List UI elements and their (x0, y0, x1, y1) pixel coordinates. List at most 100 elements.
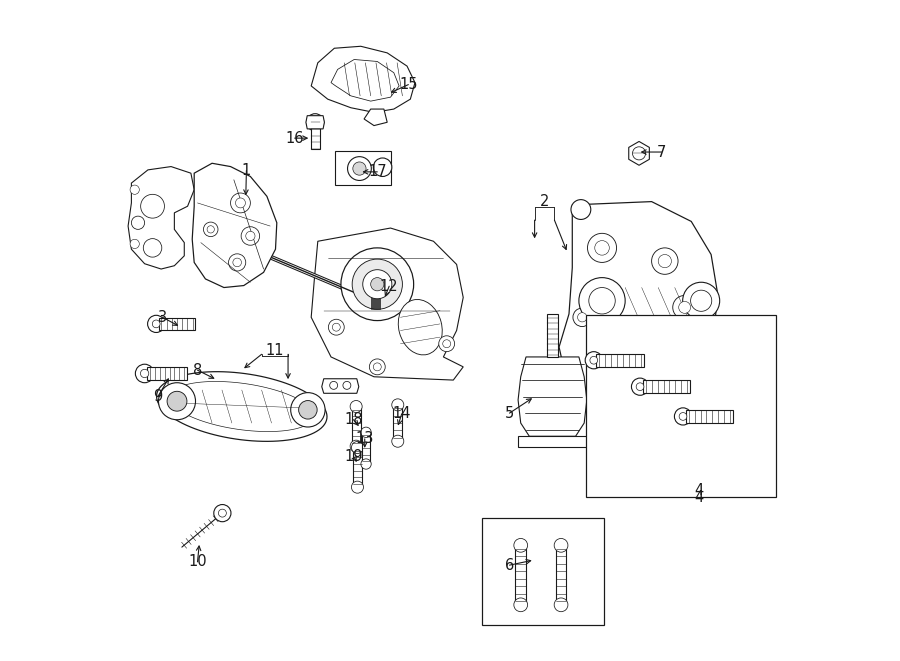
Text: 5: 5 (505, 406, 514, 420)
Circle shape (140, 194, 165, 218)
Circle shape (203, 222, 218, 237)
Text: 14: 14 (392, 407, 411, 421)
Circle shape (554, 598, 568, 611)
Circle shape (329, 381, 338, 389)
Circle shape (332, 323, 340, 331)
Circle shape (690, 290, 712, 311)
Text: 4: 4 (694, 490, 703, 504)
Circle shape (148, 315, 165, 332)
Bar (516, 545, 526, 605)
Polygon shape (629, 141, 649, 165)
Circle shape (130, 239, 140, 249)
Circle shape (604, 355, 614, 365)
Bar (586, 315, 776, 497)
Polygon shape (322, 379, 359, 393)
Circle shape (350, 401, 362, 412)
Polygon shape (128, 167, 194, 269)
Circle shape (658, 254, 671, 268)
Circle shape (554, 539, 568, 552)
Circle shape (371, 278, 384, 291)
Text: 9: 9 (153, 389, 163, 404)
Circle shape (246, 231, 255, 241)
Text: 10: 10 (188, 555, 207, 569)
Circle shape (369, 359, 385, 375)
Circle shape (633, 147, 645, 160)
Circle shape (219, 509, 226, 517)
Text: 4: 4 (694, 483, 703, 498)
Circle shape (361, 427, 371, 438)
Circle shape (341, 248, 414, 321)
Polygon shape (311, 46, 415, 112)
Polygon shape (518, 357, 587, 436)
Circle shape (214, 504, 231, 522)
Circle shape (361, 459, 371, 469)
Text: 8: 8 (193, 363, 202, 377)
Polygon shape (559, 202, 717, 397)
Ellipse shape (399, 299, 442, 355)
Circle shape (363, 270, 392, 299)
Circle shape (131, 216, 145, 229)
Polygon shape (157, 371, 327, 442)
Circle shape (573, 308, 591, 327)
Circle shape (233, 258, 241, 266)
Text: 18: 18 (344, 412, 363, 427)
Circle shape (343, 381, 351, 389)
Circle shape (328, 319, 344, 335)
Circle shape (236, 198, 246, 208)
Circle shape (648, 343, 669, 364)
Circle shape (674, 408, 691, 425)
Circle shape (299, 401, 317, 419)
Bar (335, 151, 391, 185)
Circle shape (392, 399, 404, 411)
Text: 7: 7 (657, 145, 666, 159)
Circle shape (571, 200, 590, 219)
Circle shape (392, 435, 404, 447)
Circle shape (590, 356, 598, 364)
Bar (310, 122, 320, 149)
Circle shape (588, 233, 617, 262)
Text: 15: 15 (399, 77, 418, 92)
Bar (158, 318, 195, 330)
Polygon shape (306, 116, 324, 129)
Polygon shape (364, 109, 387, 126)
Text: 3: 3 (158, 310, 167, 325)
Text: 17: 17 (368, 165, 387, 179)
Bar (362, 432, 370, 464)
Bar (393, 405, 402, 442)
Circle shape (158, 383, 195, 420)
Circle shape (579, 278, 626, 324)
Circle shape (351, 442, 364, 453)
Text: 1: 1 (242, 163, 251, 178)
Circle shape (514, 539, 527, 552)
Circle shape (679, 301, 690, 313)
Polygon shape (331, 59, 399, 101)
Circle shape (514, 598, 527, 611)
Text: 2: 2 (540, 194, 549, 209)
Circle shape (353, 162, 366, 175)
Text: 19: 19 (344, 449, 363, 463)
Bar (547, 314, 558, 357)
Bar (482, 518, 604, 625)
Circle shape (143, 239, 162, 257)
Circle shape (140, 369, 148, 377)
Circle shape (241, 227, 259, 245)
Bar (352, 407, 361, 446)
Circle shape (578, 313, 587, 322)
Bar (148, 367, 186, 380)
Circle shape (439, 336, 454, 352)
Text: 6: 6 (505, 558, 514, 572)
Circle shape (229, 254, 246, 271)
Text: 11: 11 (266, 343, 284, 358)
Circle shape (652, 348, 663, 359)
Circle shape (673, 295, 697, 319)
Bar (518, 436, 587, 447)
Circle shape (374, 158, 392, 176)
Polygon shape (193, 163, 277, 288)
Circle shape (683, 282, 720, 319)
Circle shape (595, 241, 609, 255)
Circle shape (585, 352, 602, 369)
Bar (686, 410, 733, 423)
Circle shape (443, 340, 451, 348)
Bar (643, 380, 690, 393)
Circle shape (152, 320, 160, 328)
